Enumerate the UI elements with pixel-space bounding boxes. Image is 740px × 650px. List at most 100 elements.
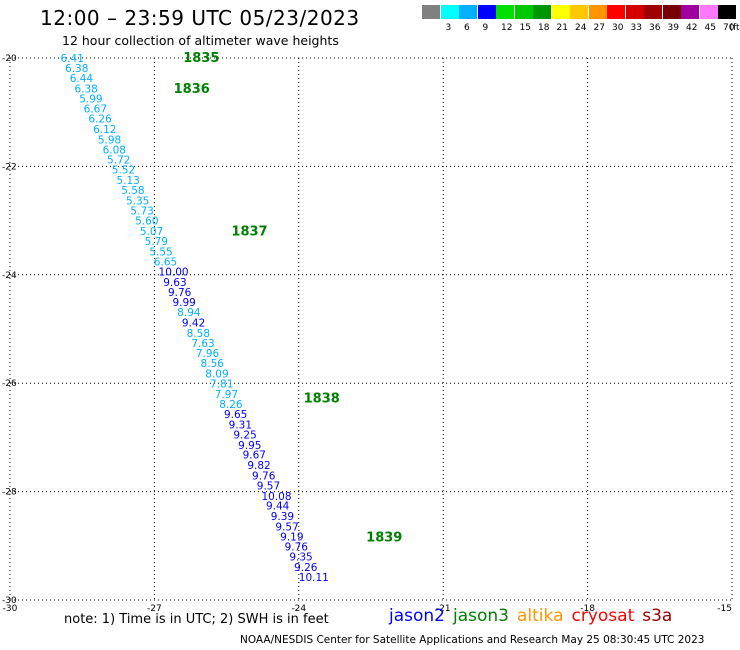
color-scale-label: 45 <box>704 23 716 33</box>
wave-height-value: 5.98 <box>98 134 121 146</box>
chart-subtitle: 12 hour collection of altimeter wave hei… <box>62 33 339 48</box>
color-scale-swatch <box>662 5 681 19</box>
color-scale-swatch <box>607 5 625 19</box>
satellite-legend-item: jason2 <box>389 606 445 626</box>
footer-credit: NOAA/NESDIS Center for Satellite Applica… <box>240 634 705 646</box>
wave-height-value: 8.94 <box>177 307 201 319</box>
orbit-pass-number: 1836 <box>174 82 210 97</box>
color-scale-swatch <box>551 5 570 19</box>
lon-tick-label: -24 <box>291 604 306 614</box>
orbit-pass-number: 1837 <box>231 224 267 239</box>
lat-tick-label: -22 <box>2 162 17 172</box>
wave-height-value: 10.08 <box>261 491 291 503</box>
lon-tick-label: -18 <box>580 604 595 614</box>
wave-height-value: 9.35 <box>289 552 312 564</box>
color-scale-swatch <box>681 5 699 19</box>
wave-height-value: 6.41 <box>61 53 84 65</box>
wave-height-value: 7.63 <box>191 338 214 350</box>
wave-height-value: 9.67 <box>243 450 266 462</box>
color-scale-swatch <box>644 5 662 19</box>
color-scale-label: 30 <box>612 23 624 33</box>
lat-tick-label: -26 <box>2 379 17 389</box>
wave-height-value: 5.58 <box>121 185 144 197</box>
wave-height-value: 7.81 <box>210 379 233 391</box>
color-scale-label: 70 <box>723 23 735 33</box>
wave-height-value: 6.65 <box>154 256 177 268</box>
wave-height-observations: 6.416.386.446.385.996.676.266.125.986.08… <box>61 53 329 584</box>
wave-height-value: 10.00 <box>159 267 189 279</box>
color-scale-label: 33 <box>630 23 642 33</box>
wave-height-value: 5.35 <box>126 196 149 208</box>
color-scale-label: 24 <box>575 23 587 33</box>
wave-height-value: 9.95 <box>238 440 261 452</box>
lon-tick-label: -30 <box>3 604 18 614</box>
color-scale-swatch <box>496 5 514 19</box>
wave-height-value: 6.38 <box>74 83 97 95</box>
color-scale-label: 42 <box>686 23 698 33</box>
satellite-legend-item: jason3 <box>453 606 509 626</box>
color-scale-swatch <box>533 5 551 19</box>
wave-height-value: 6.08 <box>103 145 126 157</box>
wave-height-value: 9.65 <box>224 409 247 421</box>
color-scale-swatch <box>440 5 459 19</box>
color-scale-swatch <box>477 5 496 19</box>
wave-height-value: 6.44 <box>70 73 94 85</box>
wave-height-value: 5.72 <box>107 154 130 166</box>
color-scale-swatch <box>625 5 644 19</box>
footer-note: note: 1) Time is in UTC; 2) SWH is in fe… <box>64 612 329 627</box>
satellite-legend-item: s3a <box>642 606 673 626</box>
wave-height-value: 9.42 <box>182 317 205 329</box>
orbit-pass-number: 1835 <box>183 51 219 66</box>
wave-height-value: 6.67 <box>84 103 107 115</box>
wave-height-value: 10.11 <box>299 572 329 584</box>
wave-height-value: 9.57 <box>257 481 280 493</box>
satellite-legend-item: altika <box>517 606 564 626</box>
wave-height-value: 6.38 <box>65 63 88 75</box>
lon-tick-label: -27 <box>147 604 162 614</box>
wave-height-value: 9.76 <box>168 287 192 299</box>
color-scale-label: 39 <box>667 23 679 33</box>
color-scale-label: 27 <box>593 23 605 33</box>
wave-height-value: 7.97 <box>215 389 238 401</box>
orbit-pass-number: 1838 <box>304 391 340 406</box>
wave-height-value: 9.31 <box>229 419 252 431</box>
wave-height-value: 7.96 <box>196 348 220 360</box>
color-scale-label: 3 <box>445 23 452 33</box>
wave-height-value: 9.39 <box>271 511 294 523</box>
wave-height-value: 8.56 <box>201 358 225 370</box>
lon-tick-label: -21 <box>436 604 451 614</box>
lat-tick-label: -30 <box>2 596 17 606</box>
wave-height-value: 5.13 <box>116 175 139 187</box>
color-scale-label: 21 <box>556 23 568 33</box>
color-scale-label: 9 <box>482 23 489 33</box>
color-scale-swatch <box>699 5 718 19</box>
wave-height-value: 9.26 <box>294 562 318 574</box>
lon-tick-label: -15 <box>717 604 732 614</box>
wave-height-value: 9.76 <box>252 470 276 482</box>
orbit-pass-labels: 1835 1836 1837 1838 1839 <box>174 51 403 546</box>
satellite-legend: jason2 jason3 altika cryosat s3a <box>389 606 680 626</box>
wave-height-value: 8.09 <box>205 368 228 380</box>
color-scale-label: 12 <box>501 23 513 33</box>
wave-height-value: 5.99 <box>79 94 102 106</box>
wave-height-value: 5.07 <box>140 226 163 238</box>
wave-height-value: 8.26 <box>219 399 243 411</box>
color-scale-label: 6 <box>464 23 470 33</box>
color-scale-label: 36 <box>649 23 661 33</box>
lat-tick-label: -24 <box>2 271 17 281</box>
axis-labels: -20 -22 -24 -26 -28 -30-30 -27 -24 -21 -18 -15 <box>2 54 732 614</box>
wave-height-value: 9.82 <box>247 460 270 472</box>
wave-height-value: 5.52 <box>112 165 135 177</box>
wave-height-value: 6.12 <box>93 124 116 136</box>
color-scale-swatch <box>588 5 607 19</box>
wave-height-value: 9.76 <box>285 541 309 553</box>
wave-height-value: 9.57 <box>275 521 298 533</box>
wave-height-value: 9.63 <box>163 277 186 289</box>
color-scale-label: 18 <box>538 23 550 33</box>
color-scale-unit: (ft) <box>729 23 740 33</box>
wave-height-value: 9.44 <box>266 501 290 513</box>
color-scale-swatch <box>514 5 533 19</box>
wave-height-value: 9.25 <box>233 430 256 442</box>
color-scale-swatch <box>718 5 736 19</box>
